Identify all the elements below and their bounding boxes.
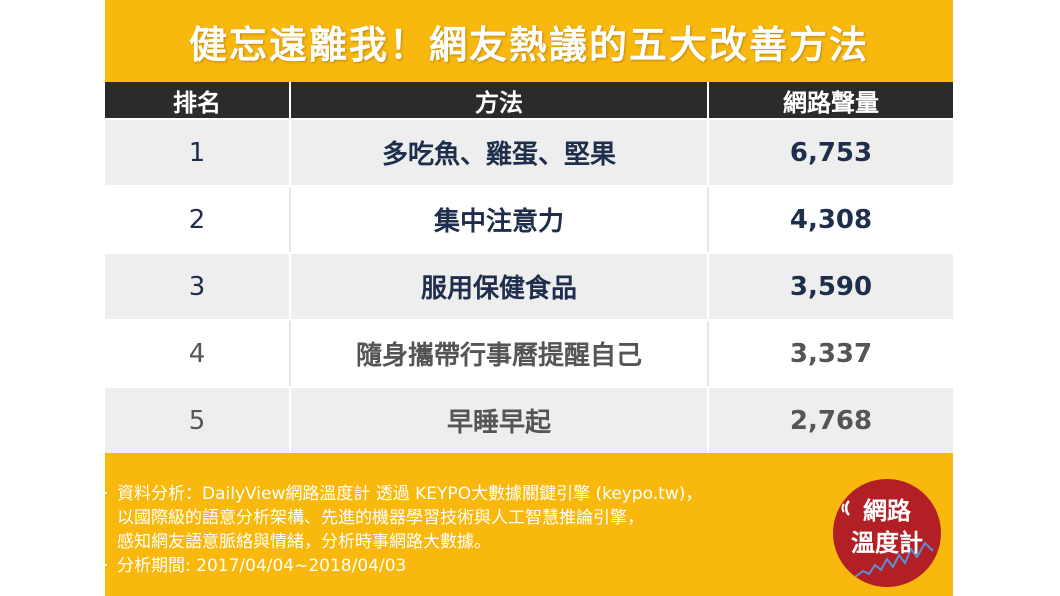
- table-row: 2 集中注意力 4,308: [105, 185, 953, 252]
- header-method: 方法: [289, 82, 709, 118]
- rank-cell: 3: [188, 271, 206, 302]
- table-row: 5 早睡早起 2,768: [105, 386, 953, 453]
- trend-line-icon: [841, 500, 934, 578]
- logo-text-line1: 網路: [863, 497, 911, 525]
- method-cell: 隨身攜帶行事曆提醒自己: [289, 321, 709, 386]
- logo-text-line2: 溫度計: [851, 529, 923, 557]
- rank-cell: 1: [188, 137, 206, 168]
- ranking-table: 排名 方法 網路聲量 1 多吃魚、雞蛋、堅果 6,753 2 集中注意力 4,3…: [105, 82, 953, 453]
- note-text: 資料分析：DailyView網路溫度計 透過 KEYPO大數據關鍵引擎 (key…: [117, 484, 703, 504]
- note-line: 感知網友語意脈絡與情緒，分析時事網路大數據。: [105, 530, 825, 554]
- table-row: 3 服用保健食品 3,590: [105, 252, 953, 319]
- volume-cell: 3,337: [789, 338, 873, 369]
- footer: · 資料分析：DailyView網路溫度計 透過 KEYPO大數據關鍵引擎 (ke…: [103, 456, 953, 596]
- note-line: 以國際級的語意分析架構、先進的機器學習技術與人工智慧推論引擎，: [105, 506, 825, 530]
- volume-cell: 6,753: [789, 137, 873, 168]
- page-title: 健忘遠離我！網友熱議的五大改善方法: [188, 22, 869, 67]
- note-text: 以國際級的語意分析架構、先進的機器學習技術與人工智慧推論引擎，: [117, 508, 644, 528]
- note-text: 感知網友語意脈絡與情緒，分析時事網路大數據。: [117, 532, 491, 552]
- note-line: · 資料分析：DailyView網路溫度計 透過 KEYPO大數據關鍵引擎 (ke…: [103, 482, 825, 506]
- infographic-card: 健忘遠離我！網友熱議的五大改善方法 排名 方法 網路聲量 1 多吃魚、雞蛋、堅果…: [103, 0, 953, 596]
- header-rank: 排名: [173, 88, 221, 117]
- rank-cell: 4: [188, 338, 206, 369]
- method-cell: 早睡早起: [289, 388, 709, 453]
- note-line: · 分析期間: 2017/04/04~2018/04/03: [103, 554, 825, 578]
- logo: 網路 溫度計: [833, 479, 941, 587]
- header-volume: 網路聲量: [783, 88, 879, 117]
- rank-cell: 2: [188, 204, 206, 235]
- volume-cell: 4,308: [789, 204, 873, 235]
- volume-cell: 3,590: [789, 271, 873, 302]
- note-text: 分析期間: 2017/04/04~2018/04/03: [117, 556, 407, 576]
- method-cell: 多吃魚、雞蛋、堅果: [289, 120, 709, 185]
- table-row: 4 隨身攜帶行事曆提醒自己 3,337: [105, 319, 953, 386]
- rank-cell: 5: [188, 405, 206, 436]
- table-header: 排名 方法 網路聲量: [105, 82, 953, 118]
- source-notes: · 資料分析：DailyView網路溫度計 透過 KEYPO大數據關鍵引擎 (ke…: [103, 482, 825, 578]
- volume-cell: 2,768: [789, 405, 873, 436]
- table-row: 1 多吃魚、雞蛋、堅果 6,753: [105, 118, 953, 185]
- bullet-icon: ·: [103, 484, 109, 504]
- method-cell: 集中注意力: [289, 187, 709, 252]
- bullet-icon: ·: [103, 556, 109, 576]
- method-cell: 服用保健食品: [289, 254, 709, 319]
